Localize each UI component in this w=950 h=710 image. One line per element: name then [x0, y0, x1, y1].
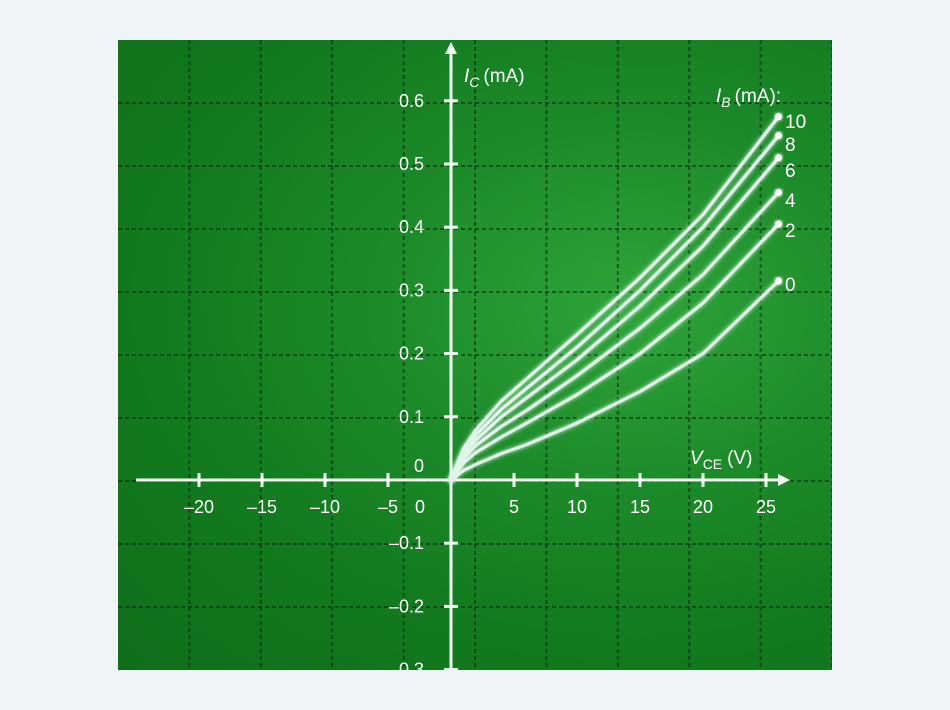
- y-tick-label: –0.3: [389, 660, 424, 670]
- curve-label-ib-8: 8: [785, 135, 796, 156]
- x-tick-label: 20: [693, 497, 713, 517]
- y-axis-label: IC (mA): [464, 66, 525, 90]
- curve-end-dot: [775, 220, 783, 228]
- y-tick-label: 0.6: [399, 91, 424, 111]
- x-tick-label: 25: [756, 497, 776, 517]
- oscilloscope-screen: –20 –15 –10 –5 0 5 10 15 20 25 0.6 0.5 0.4 0.3 0.2 0.1 0…: [118, 40, 832, 670]
- y-tick-label: 0.3: [399, 280, 424, 300]
- legend-title: IB (mA):: [716, 86, 781, 110]
- x-tick-label: 15: [630, 497, 650, 517]
- grid: [118, 40, 832, 670]
- x-tick-label: 10: [567, 497, 587, 517]
- y-axis-arrow: [445, 42, 457, 54]
- characteristic-curves: [449, 113, 783, 482]
- curve-end-dot: [775, 154, 783, 162]
- x-tick-label: 0: [415, 497, 425, 517]
- y-tick-label: 0.4: [399, 217, 424, 237]
- x-tick-label: –15: [247, 497, 277, 517]
- y-tick-label: –0.1: [389, 533, 424, 553]
- y-tick-label: 0.1: [399, 407, 424, 427]
- x-tick-label: –5: [378, 497, 398, 517]
- y-tick-label: –0.2: [389, 596, 424, 616]
- curve-ib-4: [449, 190, 781, 482]
- curve-ib-8: [449, 133, 781, 482]
- curve-label-ib-2: 2: [785, 221, 796, 242]
- x-axis-arrow: [778, 474, 790, 486]
- y-tick-label: 0: [414, 456, 424, 476]
- tick-labels: –20 –15 –10 –5 0 5 10 15 20 250.60.50.40.30.20.10…: [184, 91, 806, 670]
- curve-label-ib-10: 10: [785, 112, 806, 133]
- x-axis-label: VCE (V): [690, 448, 752, 472]
- x-tick-label: 5: [509, 497, 519, 517]
- x-tick-label: –10: [310, 497, 340, 517]
- curve-label-ib-4: 4: [785, 191, 796, 212]
- curve-end-dot: [775, 277, 783, 285]
- y-tick-label: 0.2: [399, 344, 424, 364]
- y-tick-label: 0.5: [399, 154, 424, 174]
- axes: [136, 42, 790, 670]
- curve-ib-0: [449, 279, 781, 482]
- chart-svg: –20 –15 –10 –5 0 5 10 15 20 250.60.50.40.30.20.10…: [118, 40, 832, 670]
- curve-label-ib-0: 0: [785, 275, 796, 296]
- curve-end-dot: [775, 188, 783, 196]
- curve-label-ib-6: 6: [785, 161, 796, 182]
- curve-end-dot: [775, 132, 783, 140]
- x-tick-label: –20: [184, 497, 214, 517]
- curve-end-dot: [775, 113, 783, 121]
- curve-ib-2: [449, 222, 781, 482]
- curve-ib-6: [449, 156, 781, 482]
- curve-ib-10: [449, 114, 781, 482]
